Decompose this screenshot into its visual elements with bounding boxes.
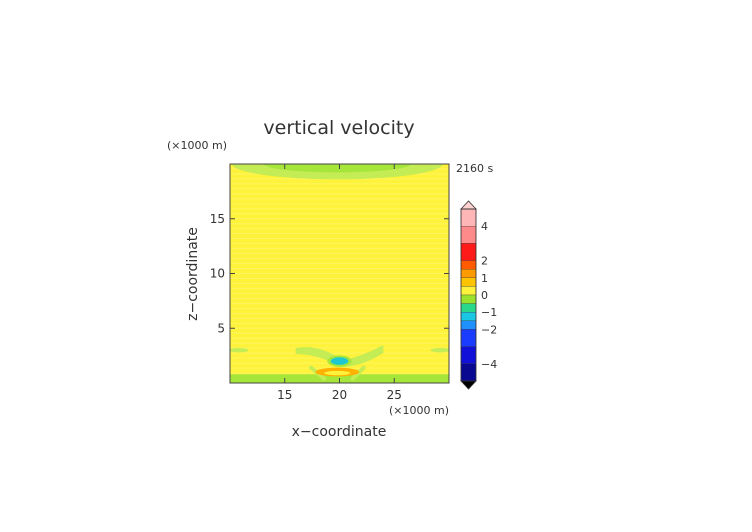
y-tick-label: 15 bbox=[210, 212, 225, 226]
y-tick-label: 5 bbox=[217, 321, 225, 335]
colorbar: 4 2 1 0 −1 −2 −4 bbox=[460, 200, 497, 390]
colorbar-tick-label: −2 bbox=[481, 323, 497, 336]
field-clip-group bbox=[230, 164, 449, 383]
colorbar-level bbox=[460, 329, 477, 347]
colorbar-level bbox=[460, 303, 477, 313]
axis-ticks: 15 20 25 5 10 15 bbox=[210, 164, 449, 402]
downdraft-core bbox=[330, 357, 349, 365]
y-unit-label: (×1000 m) bbox=[167, 139, 227, 152]
colorbar-tick-label: 2 bbox=[481, 255, 488, 268]
upper-green-core bbox=[263, 164, 411, 173]
updraft-inner bbox=[324, 370, 351, 376]
x-axis-label: x−coordinate bbox=[292, 424, 387, 440]
x-tick-label: 25 bbox=[387, 388, 402, 402]
y-tick-label: 10 bbox=[210, 267, 225, 281]
colorbar-frame bbox=[460, 208, 477, 382]
colorbar-level bbox=[460, 346, 477, 364]
colorbar-level bbox=[460, 320, 477, 330]
side-patch-left bbox=[230, 347, 249, 353]
chart-title: vertical velocity bbox=[263, 117, 414, 139]
colorbar-level bbox=[460, 269, 477, 278]
colorbar-level bbox=[460, 208, 477, 227]
velocity-field bbox=[230, 164, 449, 383]
time-label: 2160 s bbox=[456, 162, 493, 175]
colorbar-tick-label: 4 bbox=[481, 220, 488, 233]
colorbar-extend-bottom bbox=[460, 380, 477, 390]
colorbar-tick-label: 0 bbox=[481, 289, 488, 302]
x-tick-label: 15 bbox=[277, 388, 292, 402]
x-tick-label: 20 bbox=[332, 388, 347, 402]
colorbar-level bbox=[460, 363, 477, 382]
x-unit-label: (×1000 m) bbox=[389, 404, 449, 417]
colorbar-tick-label: −4 bbox=[481, 358, 497, 371]
colorbar-level bbox=[460, 286, 477, 296]
colorbar-level bbox=[460, 312, 477, 321]
colorbar-extend-top bbox=[460, 200, 477, 210]
colorbar-level bbox=[460, 294, 477, 304]
colorbar-tick-label: −1 bbox=[481, 306, 497, 319]
y-axis-label: z−coordinate bbox=[185, 227, 201, 321]
colorbar-level bbox=[460, 260, 477, 270]
colorbar-level bbox=[460, 243, 477, 261]
colorbar-tick-label: 1 bbox=[481, 272, 488, 285]
colorbar-level bbox=[460, 226, 477, 244]
left-wing-band bbox=[295, 347, 340, 367]
side-patch-right bbox=[430, 347, 449, 353]
colorbar-level bbox=[460, 277, 477, 287]
